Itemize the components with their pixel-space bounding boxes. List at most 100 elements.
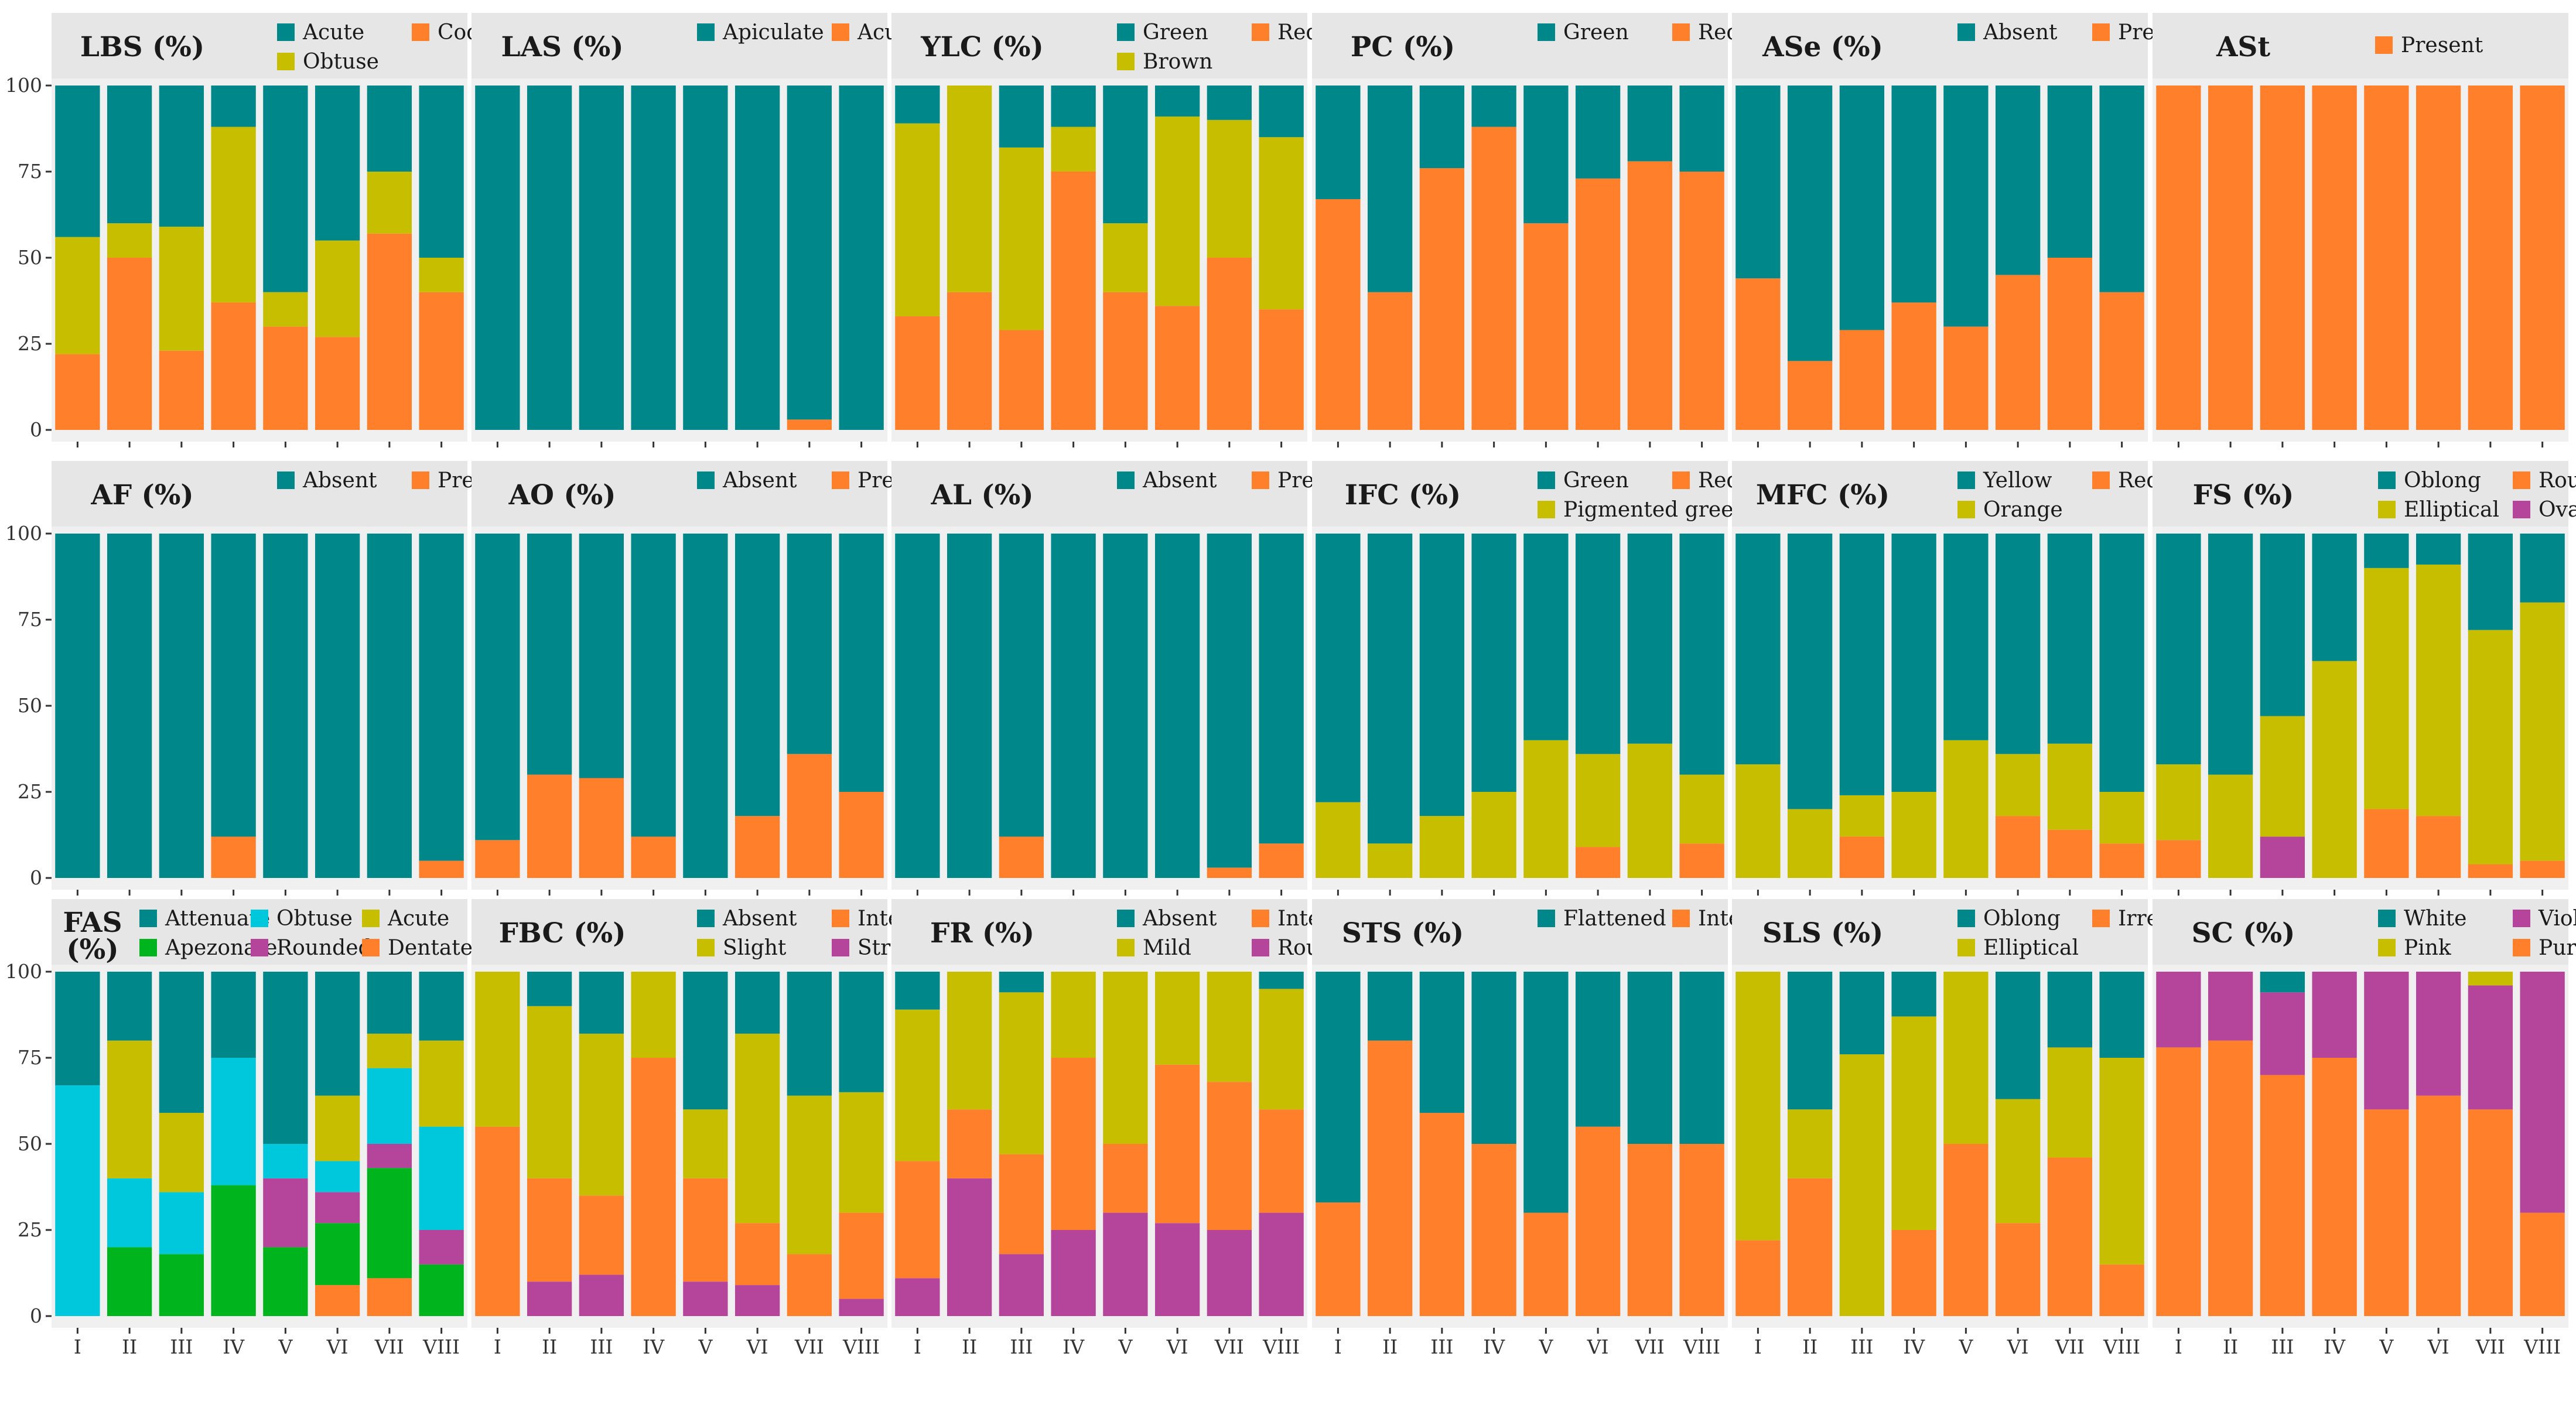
bar-intermediate-vi [1575,1126,1621,1316]
legend-item-purple: Purple [2513,936,2576,960]
panel-header [891,461,1307,527]
bar-present-i [1735,278,1781,430]
bar-dentate-vii [367,1278,412,1316]
y-tick-label: 25 [18,332,42,355]
bar-rounded-vi [2416,816,2461,878]
bar-brown-iii [999,147,1044,330]
x-tick-label: VI [2427,1335,2449,1358]
bar-absent-viii [839,534,884,792]
bar-yellow-iv [1891,534,1936,792]
bar-obtuse-iv [211,127,256,303]
x-tick-label: V [278,1335,293,1358]
x-tick-label: VI [1587,1335,1609,1358]
bar-codiform-ii [107,258,152,430]
bar-pigmented-green-i [1316,802,1361,878]
legend-swatch [1672,910,1690,927]
bar-mild-v [1103,972,1148,1144]
bar-rounded-vii [2468,864,2513,878]
legend-swatch [2378,939,2396,956]
bar-intermediate-i [475,1126,520,1316]
bar-slight-ii [527,1006,572,1178]
bar-red-viii [1259,309,1304,430]
legend-swatch [697,910,715,927]
bar-acute-iii [159,1113,204,1192]
legend-label: Elliptical [1983,936,2079,960]
bar-attenuate-iv [211,972,256,1058]
y-tick-label: 75 [18,160,42,183]
panel-ifc: IFC (%) Green Red Pigmented green [1312,461,1747,896]
bar-green-iii [1419,86,1465,169]
bar-acute-ii [107,86,152,224]
bar-flattened-iii [1419,972,1465,1113]
y-tick-label: 50 [18,694,42,717]
legend-label: Slight [723,936,787,960]
legend-swatch [1252,471,1269,489]
x-tick-label: V [2379,1335,2394,1358]
bar-irregular-i [1735,1240,1781,1316]
bar-yellow-iii [1839,534,1885,795]
x-tick-label: VII [2055,1335,2085,1358]
bar-rough-i [895,1278,940,1316]
bar-absent-i [55,534,100,878]
bar-intermediate-viii [1679,1144,1724,1316]
panel-header [1732,461,2148,527]
bar-absent-v [683,534,728,878]
panel-title: LBS (%) [80,31,204,63]
bar-rough-iii [999,1254,1044,1316]
bar-red-vii [1207,258,1252,430]
y-tick-label: 25 [18,780,42,803]
bar-attenuate-iii [159,972,204,1113]
bar-intermediate-iv [631,1058,676,1316]
x-tick-label: VIII [1262,1335,1300,1358]
legend-swatch [1117,910,1135,927]
legend-label: Yellow [1983,469,2052,493]
bar-reddish-green-ii [1367,292,1413,430]
legend-label: Flattened [1563,907,1666,931]
x-tick-label: VI [746,1335,768,1358]
panel-title: FBC (%) [499,917,626,949]
bar-absent-vi [1995,86,2041,275]
bar-intermediate-viii [1259,1109,1304,1213]
bar-elliptical-ii [2208,774,2253,878]
legend-label: Violet [2538,907,2576,931]
bar-purple-v [2364,1109,2409,1316]
bar-acute-iii [159,86,204,227]
panel-ylc: YLC (%) Green Red Brown [891,13,1319,447]
panel-title: PC (%) [1351,31,1455,63]
bar-absent-iv [631,534,676,837]
panel-fs: FS (%) Oblong Rounded Elliptical Ovate [2153,461,2576,896]
bar-present-vi [1995,275,2041,430]
bar-apezonate-vi [315,1223,360,1286]
bar-oblong-v [2364,534,2409,568]
panel-header [2153,13,2568,78]
bar-red-iii [999,330,1044,430]
x-tick-label: VII [1214,1335,1244,1358]
bar-present-iv [631,836,676,878]
bar-attenuate-v [263,972,308,1144]
bar-apiculate-ii [527,86,572,430]
bar-rounded-viii [419,1230,464,1265]
legend-swatch [139,939,157,956]
legend-swatch [2378,910,2396,927]
panel-title: FR (%) [930,917,1034,949]
bar-elliptical-vi [2416,564,2461,816]
bar-irregular-ii [1787,1178,1833,1316]
bar-present-ii [2208,86,2253,430]
bar-absent-vi [315,534,360,878]
bar-mild-vii [1207,972,1252,1082]
bar-green-vi [1154,86,1200,117]
legend-label: Rounded [276,936,372,960]
bar-obtuse-vi [315,1161,360,1192]
legend-item-obtuse: Obtuse [277,50,379,74]
legend-swatch [362,910,380,927]
legend-label: Absent [1142,907,1217,931]
legend-swatch [2513,501,2530,518]
legend-label: Brown [1143,50,1212,74]
bar-violet-vii [2468,985,2513,1110]
bar-orange-vi [1995,754,2041,816]
bar-obtuse-iii [159,227,204,351]
bar-purple-iv [2312,1058,2357,1316]
bar-yellow-ii [1787,534,1833,809]
bar-irregular-v [1943,1144,1989,1316]
bar-attenuate-vii [367,972,412,1034]
